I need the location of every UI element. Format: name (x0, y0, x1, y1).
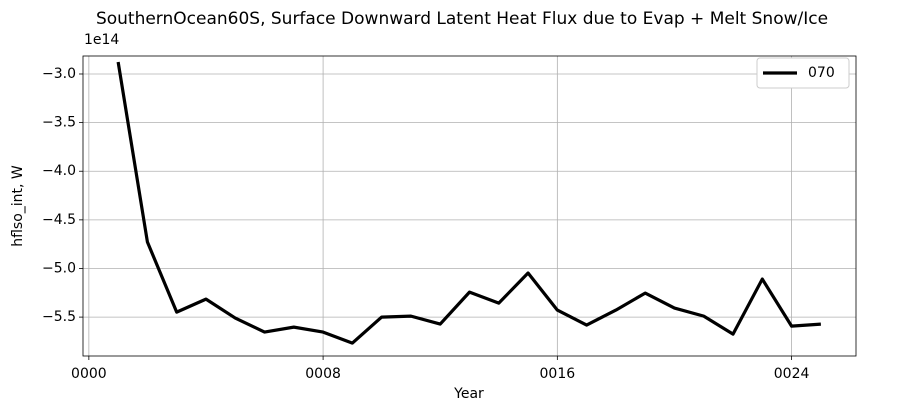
legend-box (756, 57, 850, 89)
x-tick-label: 0016 (540, 366, 576, 382)
y-tick-label: −5.5 (42, 309, 76, 325)
chart-title: SouthernOcean60S, Surface Downward Laten… (96, 9, 828, 29)
data-line (116, 61, 821, 345)
x-tick-label: 0024 (774, 366, 810, 382)
y-tick-label: −3.5 (42, 115, 76, 131)
y-tick-label: −4.5 (42, 212, 76, 228)
x-axis-label: Year (453, 386, 484, 402)
y-axis-label: hflso_int, W (10, 165, 26, 247)
legend-label: 070 (808, 65, 835, 81)
x-tick-label: 0008 (305, 366, 341, 382)
offset-label: 1e14 (84, 32, 119, 48)
y-tick-label: −4.0 (42, 163, 76, 179)
y-tick-label: −5.0 (42, 260, 76, 276)
y-tick-label: −3.0 (42, 66, 76, 82)
plot-frame (82, 55, 857, 357)
x-tick-label: 0000 (71, 366, 107, 382)
